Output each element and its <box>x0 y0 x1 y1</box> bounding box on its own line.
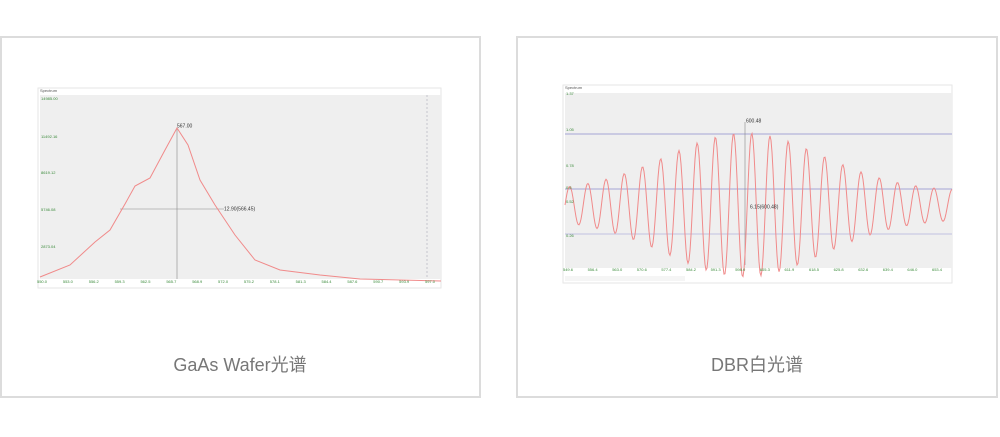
curve <box>39 127 442 282</box>
x-label: 563.0 <box>612 267 623 272</box>
y-label: 11492.16 <box>41 134 58 139</box>
window-title: Spectrum <box>40 88 58 93</box>
window-title: Spectrum <box>565 85 583 90</box>
x-label: 591.3 <box>711 267 722 272</box>
x-label: 575.2 <box>244 279 255 284</box>
x-label: 550.0 <box>37 279 48 284</box>
x-label: 553.0 <box>63 279 74 284</box>
x-label: 565.7 <box>166 279 177 284</box>
x-label: 581.3 <box>296 279 307 284</box>
x-label: 625.8 <box>834 267 845 272</box>
x-label: 590.7 <box>373 279 384 284</box>
x-label: 556.2 <box>89 279 100 284</box>
plot-area <box>565 93 952 268</box>
x-label: 556.4 <box>588 267 599 272</box>
y-label: 0.78 <box>566 163 575 168</box>
curve <box>564 131 953 278</box>
y-label: 0.52 <box>566 199 575 204</box>
x-label: 611.9 <box>785 267 795 272</box>
annotation: 6.15(600.48) <box>750 204 779 210</box>
y-label: 1.37 <box>566 91 575 96</box>
x-label: 584.4 <box>322 279 333 284</box>
y-label: 1.05 <box>566 127 575 132</box>
x-label: 587.6 <box>347 279 358 284</box>
x-label: 577.4 <box>661 267 672 272</box>
x-label: 559.3 <box>115 279 126 284</box>
x-label: 578.1 <box>270 279 281 284</box>
x-label: 639.4 <box>883 267 894 272</box>
y-label: 14985.00 <box>41 96 58 101</box>
x-label: 605.3 <box>760 267 771 272</box>
x-label: 632.6 <box>858 267 869 272</box>
toolbar <box>565 276 685 281</box>
y-label: 0.26 <box>566 233 575 238</box>
x-label: 618.5 <box>809 267 820 272</box>
x-label: 572.0 <box>218 279 229 284</box>
x-label: 646.0 <box>907 267 918 272</box>
x-label: 597.0 <box>425 279 436 284</box>
x-label: 568.9 <box>192 279 203 284</box>
y-label: 2873.04 <box>41 244 56 249</box>
y-label: 0.6 <box>566 185 572 190</box>
x-label: 653.4 <box>932 267 943 272</box>
card-caption: DBR白光谱 <box>711 355 803 375</box>
x-label: 598.0 <box>735 267 746 272</box>
annotation: 12.90(566.45) <box>224 206 255 212</box>
card-caption: GaAs Wafer光谱 <box>173 355 306 375</box>
x-label: 570.6 <box>637 267 648 272</box>
annotation: 567.00 <box>177 123 193 129</box>
annotation: 600.48 <box>746 118 762 124</box>
x-label: 593.9 <box>399 279 410 284</box>
x-label: 562.5 <box>140 279 151 284</box>
plot-area <box>40 95 441 279</box>
y-label: 5746.08 <box>41 207 56 212</box>
x-label: 584.2 <box>686 267 697 272</box>
x-label: 549.6 <box>563 267 574 272</box>
y-label: 8619.12 <box>41 170 56 175</box>
